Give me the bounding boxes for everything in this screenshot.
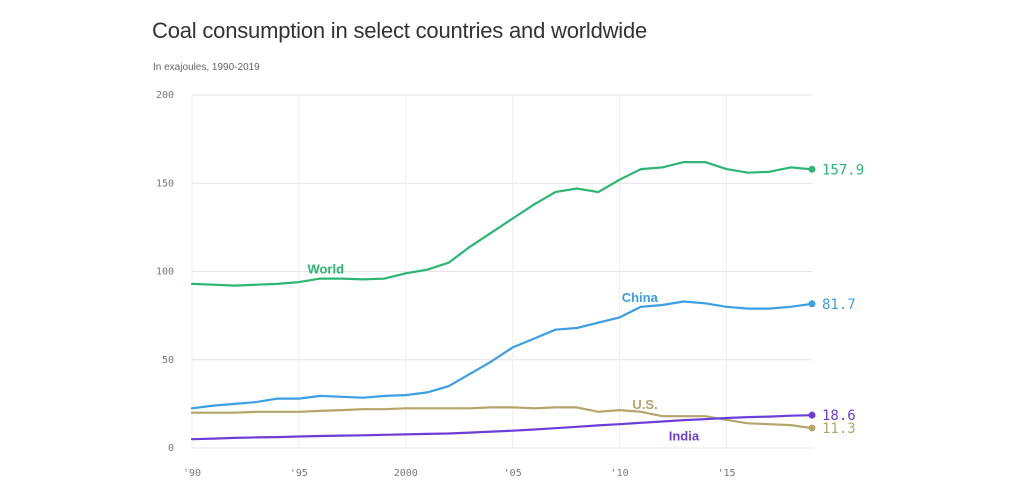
y-tick-label: 100 [156, 267, 174, 278]
series-name-label-china: China [622, 290, 659, 305]
series-name-label-world: World [307, 262, 344, 277]
end-value-label-world: 157.9 [822, 162, 864, 178]
y-tick-label: 0 [168, 443, 174, 454]
series-labels: 157.9 World 81.7 China 11.3 U.S. 18.6 India [307, 162, 864, 443]
x-tick-label: '90 [183, 468, 201, 479]
end-point-us [808, 424, 816, 432]
series-line-world [190, 161, 814, 287]
end-value-label-china: 81.7 [822, 297, 856, 313]
x-tick-label: '95 [290, 468, 308, 479]
chart-title: Coal consumption in select countries and… [152, 18, 648, 43]
y-tick-label: 150 [156, 178, 174, 189]
series-name-label-us: U.S. [632, 397, 657, 412]
axes-labels: 0 50 100 150 200 '90 '95 2000 '05 '10 '15 [156, 90, 736, 479]
series-line-india [190, 414, 814, 441]
end-point-world [808, 165, 816, 173]
y-tick-label: 50 [162, 355, 174, 366]
end-point-india [808, 411, 816, 419]
end-value-label-us: 11.3 [822, 421, 856, 437]
y-tick-label: 200 [156, 90, 174, 101]
chart-subtitle: In exajoules, 1990-2019 [153, 62, 260, 73]
grid [191, 94, 812, 449]
x-tick-label: '05 [504, 468, 522, 479]
series-lines [190, 161, 816, 441]
series-name-label-india: India [669, 429, 700, 444]
x-tick-label: '10 [611, 468, 629, 479]
end-point-china [808, 300, 816, 308]
x-tick-label: 2000 [394, 468, 418, 479]
series-line-china [190, 300, 814, 410]
x-tick-label: '15 [717, 468, 735, 479]
series-line-us [190, 406, 814, 430]
end-value-label-india: 18.6 [822, 408, 856, 424]
